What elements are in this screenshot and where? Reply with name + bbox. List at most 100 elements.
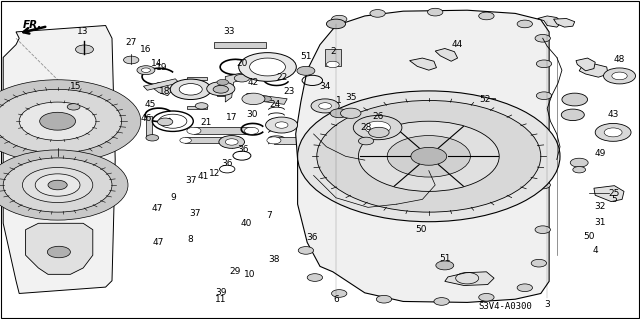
Circle shape xyxy=(517,20,532,28)
Circle shape xyxy=(535,226,550,234)
Circle shape xyxy=(479,293,494,301)
Circle shape xyxy=(214,85,227,92)
Text: 30: 30 xyxy=(246,110,258,119)
Text: 38: 38 xyxy=(268,256,280,264)
Circle shape xyxy=(0,150,128,220)
Text: 16: 16 xyxy=(140,45,152,54)
Text: S3V4-A0300: S3V4-A0300 xyxy=(479,302,532,311)
Circle shape xyxy=(180,137,191,143)
Bar xyxy=(214,42,266,48)
Text: 29: 29 xyxy=(230,267,241,276)
Circle shape xyxy=(330,109,348,118)
Circle shape xyxy=(244,127,259,134)
Circle shape xyxy=(225,139,238,145)
Text: 25: 25 xyxy=(609,189,620,198)
Circle shape xyxy=(536,92,552,100)
Circle shape xyxy=(234,74,250,82)
Circle shape xyxy=(595,123,631,141)
Circle shape xyxy=(428,8,443,16)
Circle shape xyxy=(358,121,499,191)
Text: 33: 33 xyxy=(223,27,235,36)
Polygon shape xyxy=(3,26,115,293)
Bar xyxy=(194,127,252,134)
Circle shape xyxy=(535,140,550,147)
Circle shape xyxy=(0,80,141,163)
Text: 47: 47 xyxy=(151,204,163,213)
Circle shape xyxy=(298,91,560,222)
Circle shape xyxy=(35,174,80,196)
Text: 18: 18 xyxy=(159,87,171,96)
Circle shape xyxy=(179,84,202,95)
Text: 50: 50 xyxy=(415,225,427,234)
Text: 6: 6 xyxy=(333,295,339,304)
Circle shape xyxy=(22,167,93,203)
Text: 22: 22 xyxy=(276,73,287,82)
Text: 42: 42 xyxy=(247,78,259,87)
Circle shape xyxy=(0,89,122,153)
Circle shape xyxy=(353,115,402,140)
Circle shape xyxy=(535,181,550,189)
Text: 15: 15 xyxy=(70,82,81,91)
Circle shape xyxy=(19,102,96,140)
Text: 14: 14 xyxy=(151,59,163,68)
Circle shape xyxy=(47,246,70,258)
Text: 43: 43 xyxy=(607,110,619,119)
Text: 24: 24 xyxy=(269,100,281,109)
Text: 44: 44 xyxy=(452,40,463,49)
Text: 20: 20 xyxy=(236,59,248,68)
Polygon shape xyxy=(579,64,608,77)
Circle shape xyxy=(157,118,173,126)
Circle shape xyxy=(187,127,201,134)
Circle shape xyxy=(267,137,281,144)
Text: 39: 39 xyxy=(215,288,227,297)
Circle shape xyxy=(260,96,271,102)
Circle shape xyxy=(387,136,470,177)
Polygon shape xyxy=(445,272,494,286)
Text: 5: 5 xyxy=(612,195,617,204)
Circle shape xyxy=(570,158,588,167)
Text: 41: 41 xyxy=(198,172,209,181)
Text: 40: 40 xyxy=(241,219,252,228)
Text: 47: 47 xyxy=(153,238,164,247)
Text: 35: 35 xyxy=(345,93,356,102)
Bar xyxy=(143,79,179,90)
Text: 11: 11 xyxy=(215,295,227,304)
Text: 27: 27 xyxy=(125,38,137,47)
Text: 36: 36 xyxy=(307,233,318,242)
Text: 50: 50 xyxy=(583,232,595,241)
Circle shape xyxy=(40,112,76,130)
Bar xyxy=(274,137,305,144)
Text: 34: 34 xyxy=(319,82,331,91)
Circle shape xyxy=(573,167,586,173)
Circle shape xyxy=(170,79,211,100)
Bar xyxy=(186,137,227,143)
Circle shape xyxy=(239,53,296,81)
Bar xyxy=(187,106,207,109)
Bar xyxy=(187,77,207,80)
Circle shape xyxy=(332,290,347,297)
Circle shape xyxy=(479,12,494,20)
Text: 8: 8 xyxy=(188,235,193,244)
Circle shape xyxy=(242,93,265,105)
Circle shape xyxy=(604,68,636,84)
Bar xyxy=(244,93,287,104)
Circle shape xyxy=(370,10,385,17)
Circle shape xyxy=(298,247,314,254)
Circle shape xyxy=(317,100,541,212)
Circle shape xyxy=(340,108,361,118)
Polygon shape xyxy=(410,58,436,70)
Bar xyxy=(479,98,495,115)
Circle shape xyxy=(266,117,298,133)
Text: 21: 21 xyxy=(200,118,212,127)
Circle shape xyxy=(434,298,449,305)
Text: 46: 46 xyxy=(140,114,152,123)
Text: 37: 37 xyxy=(189,209,201,218)
Circle shape xyxy=(604,128,622,137)
Polygon shape xyxy=(296,10,549,302)
Text: 36: 36 xyxy=(237,145,249,154)
Circle shape xyxy=(561,109,584,121)
Circle shape xyxy=(137,66,155,75)
Text: 52: 52 xyxy=(479,95,491,104)
Bar xyxy=(325,49,341,66)
Circle shape xyxy=(535,34,550,42)
